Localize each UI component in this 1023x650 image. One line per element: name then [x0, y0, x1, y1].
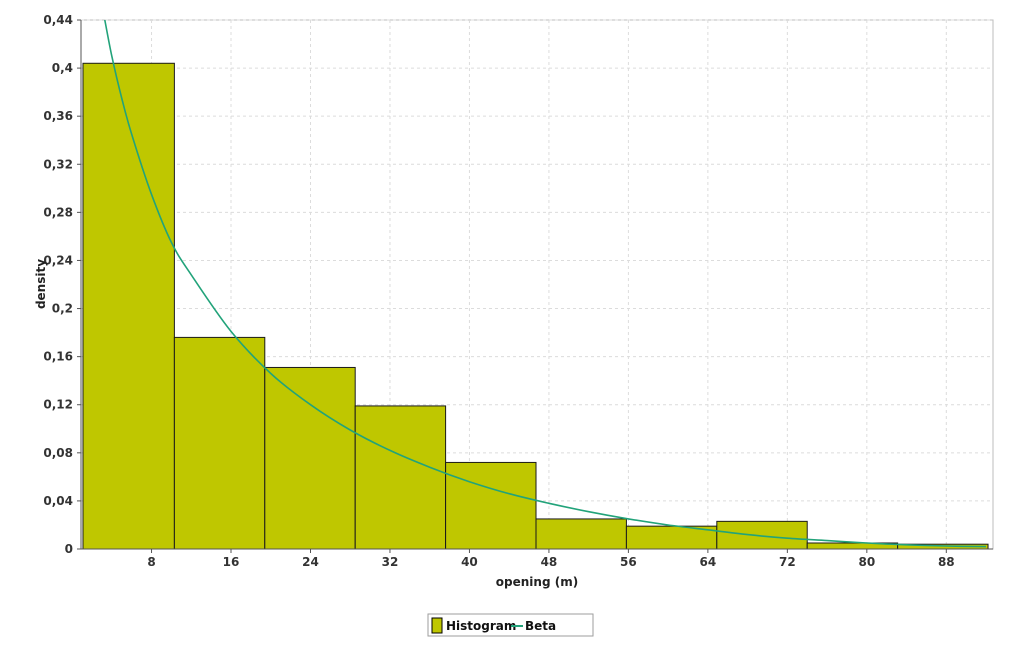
- x-tick-label: 48: [541, 555, 558, 569]
- y-axis-title: density: [34, 259, 48, 309]
- x-tick-label: 24: [302, 555, 319, 569]
- y-tick-label: 0,24: [43, 253, 73, 267]
- x-tick-label: 64: [700, 555, 717, 569]
- legend-beta-label: Beta: [525, 619, 556, 633]
- y-tick-label: 0,32: [43, 157, 73, 171]
- x-tick-label: 56: [620, 555, 637, 569]
- histogram-bar: [264, 366, 356, 550]
- y-tick-label: 0,2: [52, 302, 73, 316]
- x-tick-label: 8: [147, 555, 155, 569]
- y-tick-label: 0,4: [52, 61, 73, 75]
- y-tick-label: 0,36: [43, 109, 73, 123]
- x-tick-label: 32: [382, 555, 399, 569]
- x-axis-title: opening (m): [496, 575, 578, 589]
- histogram-bar: [716, 520, 808, 550]
- y-axis-ticks: 0 0,04 0,08 0,12 0,16 0,2 0,24 0,28 0,32 0,36 0,4 0…: [43, 13, 81, 556]
- y-tick-label: 0,04: [43, 494, 73, 508]
- histogram-bar: [354, 405, 447, 550]
- y-tick-label: 0,16: [43, 350, 73, 364]
- legend-histogram-label: Histogram: [446, 619, 516, 633]
- legend: Histogram Beta: [427, 613, 594, 637]
- y-tick-label: 0,44: [43, 13, 73, 27]
- histogram-bars: [82, 62, 989, 550]
- x-tick-label: 16: [223, 555, 240, 569]
- x-tick-label: 80: [858, 555, 875, 569]
- legend-histogram-swatch: [431, 617, 443, 634]
- x-tick-label: 40: [461, 555, 478, 569]
- legend-box: [427, 613, 594, 637]
- histogram-bar: [82, 62, 175, 550]
- y-tick-label: 0,08: [43, 446, 73, 460]
- histogram-bar: [445, 461, 537, 550]
- x-tick-label: 72: [779, 555, 796, 569]
- x-tick-label: 88: [938, 555, 955, 569]
- y-tick-label: 0,12: [43, 398, 73, 412]
- beta-curve: [104, 19, 987, 548]
- y-tick-label: 0: [65, 542, 73, 556]
- histogram-bar: [535, 518, 627, 550]
- x-axis-ticks: 8 16 24 32 40 48 56 64 72 80 88: [147, 549, 955, 569]
- histogram-bar: [173, 336, 266, 550]
- y-tick-label: 0,28: [43, 205, 73, 219]
